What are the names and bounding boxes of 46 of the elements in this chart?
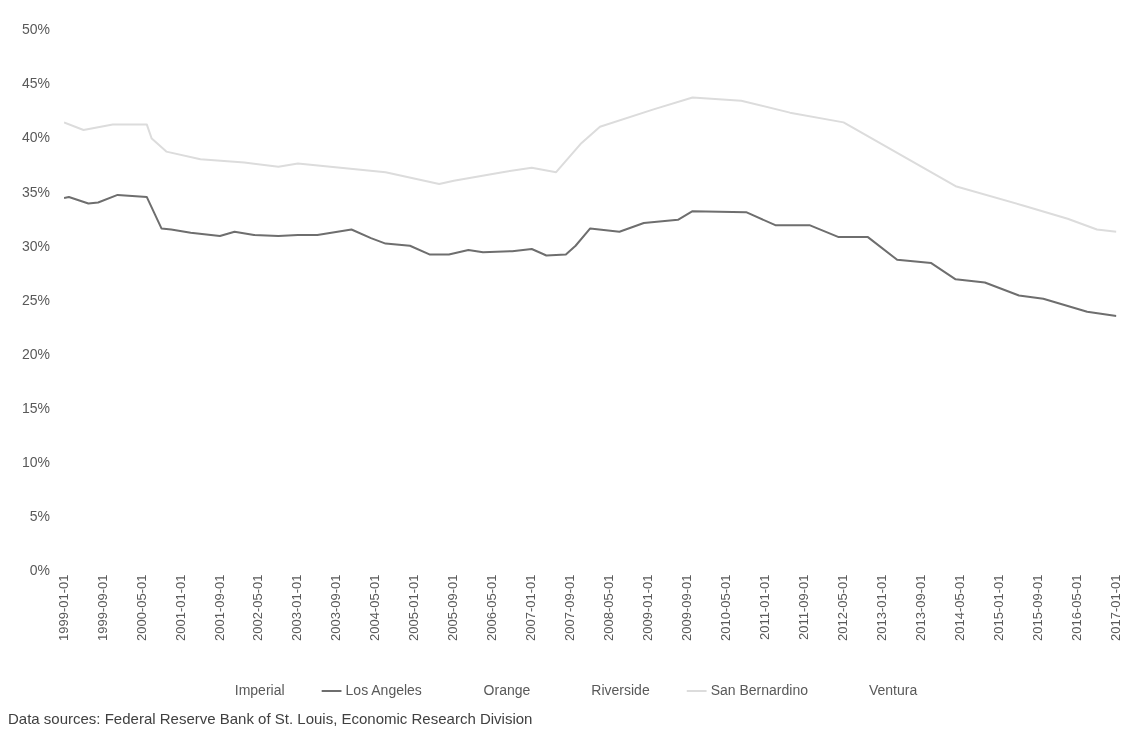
x-tick-label: 2007-01-01 <box>523 574 539 641</box>
text: Data sources: Federal Reserve Bank of St. Louis, Economic Research Division <box>8 710 534 727</box>
y-tick-label: 40% <box>21 129 51 146</box>
y-tick-label: 35% <box>21 183 51 200</box>
legend-label: Los Angeles <box>345 681 422 698</box>
x-tick-label: 2009-01-01 <box>640 574 656 641</box>
x-tick-label: 2013-01-01 <box>874 574 890 641</box>
x-tick-label: 2016-05-01 <box>1069 574 1084 641</box>
y-tick-label: 15% <box>21 400 51 417</box>
x-tick-label: 2013-09-01 <box>913 574 929 641</box>
x-tick-label: 2001-09-01 <box>211 574 227 641</box>
x-tick-label: 2006-05-01 <box>484 574 500 641</box>
legend-label: San Bernardino <box>710 681 809 698</box>
x-tick-label: 2017-01-01 <box>1107 574 1123 641</box>
x-tick-label: 2011-09-01 <box>796 574 812 641</box>
x-tick-label: 1999-01-01 <box>55 574 71 641</box>
x-tick-label: 2014-05-01 <box>952 574 968 641</box>
y-tick-label: 25% <box>21 291 51 308</box>
y-tick-label: 5% <box>29 508 51 525</box>
text: Imperial <box>234 681 285 698</box>
x-tick-label: 2002-05-01 <box>250 574 266 641</box>
x-tick-label: 2008-05-01 <box>601 574 617 641</box>
y-tick-label: 0% <box>29 562 51 579</box>
text: Riverside <box>591 681 650 698</box>
y-tick-label: 45% <box>21 75 51 92</box>
x-tick-label: 2000-05-01 <box>133 574 149 641</box>
x-tick-label: 1999-09-01 <box>94 574 110 641</box>
y-tick-label: 10% <box>21 454 51 471</box>
x-tick-label: 2001-01-01 <box>172 574 188 641</box>
x-tick-label: 2005-01-01 <box>406 574 422 641</box>
y-tick-label: 30% <box>21 237 51 254</box>
x-tick-label: 2005-09-01 <box>445 574 461 641</box>
x-tick-label: 2012-05-01 <box>835 574 851 641</box>
x-tick-label: 2011-01-01 <box>757 574 773 641</box>
x-tick-label: 2015-09-01 <box>1030 574 1046 641</box>
x-tick-label: 2010-05-01 <box>718 574 734 641</box>
y-tick-label: 20% <box>21 345 51 362</box>
x-tick-label: 2015-01-01 <box>991 574 1007 641</box>
text: Ventura <box>868 681 918 698</box>
x-tick-label: 2003-01-01 <box>289 574 305 641</box>
x-tick-label: 2009-09-01 <box>679 574 695 641</box>
x-tick-label: 2004-05-01 <box>367 574 383 641</box>
x-tick-label: 2003-09-01 <box>328 574 344 641</box>
text: Orange <box>483 681 531 698</box>
y-tick-label: 50% <box>21 21 51 38</box>
x-tick-label: 2007-09-01 <box>562 574 578 641</box>
